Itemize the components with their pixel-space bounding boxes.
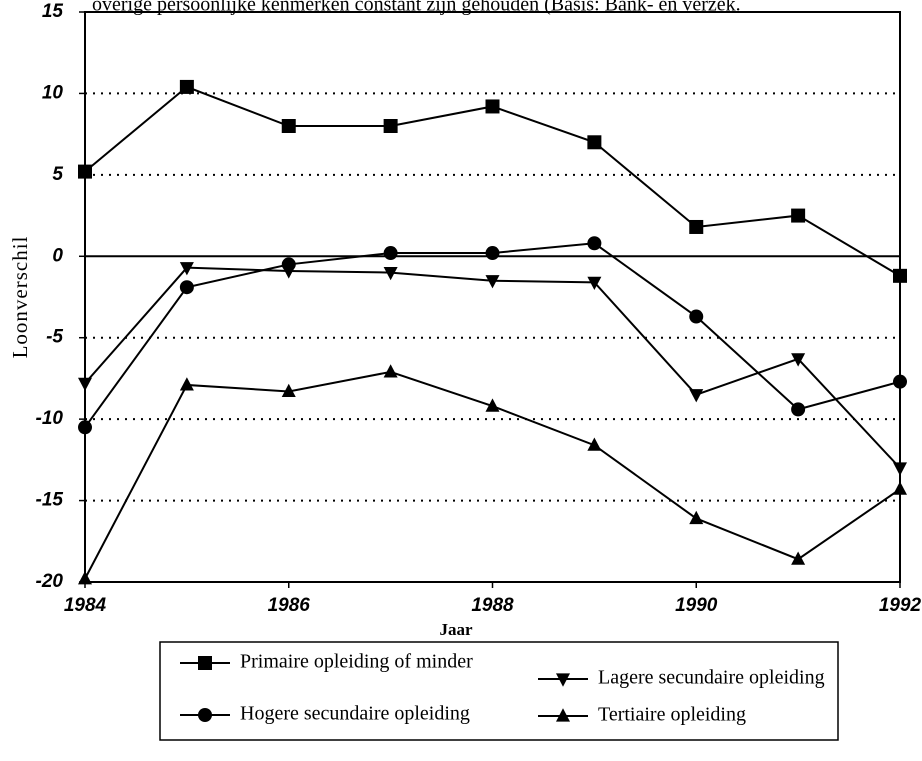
marker (179, 280, 194, 295)
marker (78, 164, 92, 179)
marker (587, 236, 602, 251)
marker (556, 708, 570, 722)
x-axis-label: Jaar (439, 620, 473, 639)
marker (485, 275, 500, 289)
y-axis-label: Loonverschil (8, 236, 32, 359)
marker (281, 383, 296, 398)
x-tick-label: 1992 (879, 595, 922, 616)
marker (556, 673, 570, 687)
legend-box (159, 641, 839, 741)
marker (893, 481, 907, 495)
y-tick-label: 5 (52, 164, 63, 185)
marker (791, 208, 806, 223)
series-line (84, 266, 901, 469)
marker (791, 402, 806, 417)
marker (485, 99, 500, 114)
chart-title: overige persoonlijke kenmerken constant … (92, 0, 741, 16)
x-tick-label: 1984 (64, 595, 107, 616)
y-tick-label: -15 (36, 490, 64, 511)
marker (791, 353, 806, 367)
marker (689, 309, 704, 324)
y-tick-label: -20 (36, 571, 64, 592)
plot-frame (84, 11, 901, 583)
marker (587, 437, 602, 451)
y-tick-label: -5 (46, 327, 63, 348)
marker (689, 510, 704, 525)
x-tick-label: 1988 (471, 595, 514, 616)
legend-label: Tertiaire opleiding (598, 704, 746, 726)
marker (893, 374, 907, 389)
legend-label: Hogere secundaire opleiding (240, 703, 470, 725)
marker (587, 135, 602, 150)
marker (179, 262, 194, 276)
marker (893, 268, 907, 283)
marker (485, 398, 500, 412)
y-tick-label: 10 (42, 82, 64, 103)
marker (383, 246, 398, 261)
marker (78, 377, 92, 392)
marker (791, 551, 806, 565)
marker (281, 119, 296, 133)
marker (383, 119, 398, 133)
marker (198, 656, 212, 670)
marker (383, 364, 398, 378)
y-tick-label: -10 (36, 408, 64, 429)
marker (383, 266, 398, 281)
y-tick-label: 0 (52, 245, 63, 266)
y-tick-label: 15 (42, 1, 64, 22)
marker (689, 389, 704, 403)
marker (893, 462, 907, 476)
marker (198, 708, 212, 722)
legend-label: Lagere secundaire opleiding (598, 667, 825, 689)
marker (587, 276, 602, 291)
marker (689, 219, 704, 234)
marker (485, 246, 500, 261)
marker (179, 377, 194, 391)
legend-label: Primaire opleiding of minder (240, 651, 473, 673)
marker (78, 571, 92, 585)
x-tick-label: 1990 (675, 595, 718, 616)
x-tick-label: 1986 (268, 595, 311, 616)
marker (78, 420, 92, 435)
marker (281, 257, 296, 272)
marker (179, 79, 194, 94)
